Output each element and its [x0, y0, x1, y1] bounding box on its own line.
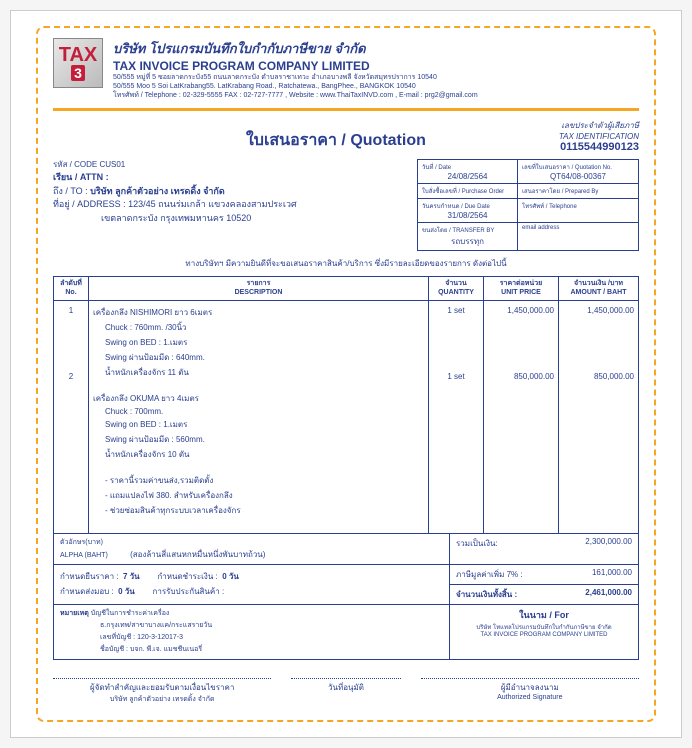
intro-text: ทางบริษัทฯ มีความยินดีที่จะขอเสนอราคาสิน…: [53, 257, 639, 270]
code-label: รหัส / CODE: [53, 160, 97, 169]
subtotal-label: รวมเป็นเงิน:: [456, 537, 498, 550]
note-3: ชื่อบัญชี : บจก. พี.เจ. แมชชีนเนอรี่: [60, 644, 443, 655]
logo-text-top: TAX: [59, 45, 98, 65]
date-label: วันที่ / Date: [422, 162, 513, 172]
term-deliver-label: กำหนดส่งมอบ :: [60, 587, 114, 596]
document-border: TAX 3 บริษัท โปรแกรมบันทึกใบกำกับภาษีขาย…: [36, 26, 656, 722]
subtotal-value: 2,300,000.00: [585, 537, 632, 550]
code-value: CUS01: [99, 160, 125, 169]
term-price-val: 7 วัน: [123, 572, 140, 581]
for-line2: TAX INVOICE PROGRAM COMPANY LIMITED: [456, 632, 632, 638]
logo-text-num: 3: [71, 65, 85, 81]
items-table: ลำดับที่No. รายการDESCRIPTION จำนวนQUANT…: [53, 276, 639, 534]
company-logo: TAX 3: [53, 38, 103, 88]
company-sig-name: บริษัท ลูกค้าตัวอย่าง เทรดดิ้ง จำกัด: [53, 694, 271, 705]
sig-date-label: วันที่อนุมัติ: [291, 681, 400, 694]
sig-right-th: ผู้มีอำนาจลงนาม: [421, 681, 639, 694]
baht-label: ตัวอักษร(บาท)ALPHA (BAHT): [60, 539, 108, 559]
grand-label: จำนวนเงินทั้งสิ้น :: [456, 588, 517, 601]
term-credit-label: กำหนดชำระเงิน :: [157, 572, 217, 581]
docno-label: เลขที่ใบเสนอราคา / Quotation No.: [522, 162, 634, 172]
tel-label: โทรศัพท์ / Telephone: [522, 201, 634, 211]
tran-label: ขนส่งโดย / TRANSFER BY: [422, 225, 513, 235]
company-name-th: บริษัท โปรแกรมบันทึกใบกำกับภาษีขาย จำกัด: [113, 38, 639, 59]
attn-label: เรียน / ATTN :: [53, 171, 409, 185]
notes-label: หมายเหตุ: [60, 610, 89, 617]
tax-id-label: เลขประจำตัวผู้เสียภาษีTAX IDENTIFICATION: [559, 119, 639, 141]
company-addr3: โทรศัพท์ / Telephone : 02-329-5555 FAX :…: [113, 91, 639, 100]
for-title: ในนาม / For: [456, 608, 632, 622]
company-info: บริษัท โปรแกรมบันทึกใบกำกับภาษีขาย จำกัด…: [113, 38, 639, 100]
vat-label: ภาษีมูลค่าเพิ่ม 7% :: [456, 568, 523, 581]
col-qty: จำนวนQUANTITY: [429, 277, 484, 301]
customer-block: รหัส / CODE CUS01 เรียน / ATTN : ถึง / T…: [53, 159, 409, 251]
col-price: ราคาต่อหน่วยUNIT PRICE: [484, 277, 559, 301]
col-amount: จำนวนเงิน /บาทAMOUNT / BAHT: [559, 277, 639, 301]
vat-value: 161,000.00: [592, 568, 632, 581]
document-title: ใบเสนอราคา / Quotation: [113, 128, 559, 153]
date-value: 24/08/2564: [422, 172, 513, 181]
tran-value: รถบรรทุก: [422, 235, 513, 248]
document-page: TAX 3 บริษัท โปรแกรมบันทึกใบกำกับภาษีขาย…: [10, 10, 682, 738]
prep-label: เสนอราคาโดย / Prepared By: [522, 186, 634, 196]
due-label: วันครบกำหนด / Due Date: [422, 201, 513, 211]
customer-addr2: เขตลาดกระบัง กรุงเทพมหานคร 10520: [53, 212, 409, 226]
to-label: ถึง / TO :: [53, 186, 88, 196]
note-2: เลขที่บัญชี : 120-3-12017-3: [60, 632, 443, 643]
customer-addr1: 123/45 ถนนร่มเกล้า แขวงคลองสามประเวศ: [128, 199, 297, 209]
term-credit-val: 0 วัน: [222, 572, 239, 581]
header: TAX 3 บริษัท โปรแกรมบันทึกใบกำกับภาษีขาย…: [53, 38, 639, 111]
company-name-en: TAX INVOICE PROGRAM COMPANY LIMITED: [113, 59, 639, 73]
term-warranty-label: การรับประกันสินค้า :: [153, 587, 225, 596]
note-0: บัญชีในการชำระค่าเครื่อง: [91, 610, 170, 617]
term-price-label: กำหนดยืนราคา :: [60, 572, 119, 581]
addr-label: ที่อยู่ / ADDRESS :: [53, 199, 126, 209]
po-label: ใบสั่งซื้อเลขที่ / Purchase Order: [422, 186, 513, 196]
term-deliver-val: 0 วัน: [118, 587, 135, 596]
col-desc: รายการDESCRIPTION: [89, 277, 429, 301]
due-value: 31/08/2564: [422, 211, 513, 220]
info-row: รหัส / CODE CUS01 เรียน / ATTN : ถึง / T…: [53, 159, 639, 251]
sig-right-en: Authorized Signature: [421, 694, 639, 701]
email-label: email address: [522, 225, 634, 231]
baht-text: (สองล้านสี่แสนหกหมื่นหนึ่งพันบาทถ้วน): [130, 550, 265, 559]
docno-value: QT64/08-00367: [522, 172, 634, 181]
customer-name: บริษัท ลูกค้าตัวอย่าง เทรดดิ้ง จำกัด: [90, 186, 225, 196]
meta-box: วันที่ / Date24/08/2564 เลขที่ใบเสนอราคา…: [417, 159, 639, 251]
grand-value: 2,461,000.00: [585, 588, 632, 601]
col-no: ลำดับที่No.: [54, 277, 89, 301]
for-line1: บริษัท โทแทลโปรแกรมบันทึกใบกำกับภาษีขาย …: [456, 622, 632, 632]
sig-left-th: ผู้จัดทำสำคัญและยอมรับตามเงื่อนไขราคา: [53, 681, 271, 694]
tax-id-block: เลขประจำตัวผู้เสียภาษีTAX IDENTIFICATION…: [559, 119, 639, 153]
title-row: ใบเสนอราคา / Quotation เลขประจำตัวผู้เสี…: [53, 119, 639, 153]
note-1: ธ.กรุงเทพ/สาขาบางแค/กระแสรายวัน: [60, 620, 443, 631]
footer-grid: ตัวอักษร(บาท)ALPHA (BAHT) (สองล้านสี่แสน…: [53, 534, 639, 660]
company-addr1: 50/555 หมู่ที่ 5 ซอยลาดกระบัง55 ถนนลาดกร…: [113, 73, 639, 82]
company-addr2: 50/555 Moo 5 Soi LatKrabang55. LatKraban…: [113, 82, 639, 91]
tax-id-value: 0115544990123: [559, 141, 639, 153]
